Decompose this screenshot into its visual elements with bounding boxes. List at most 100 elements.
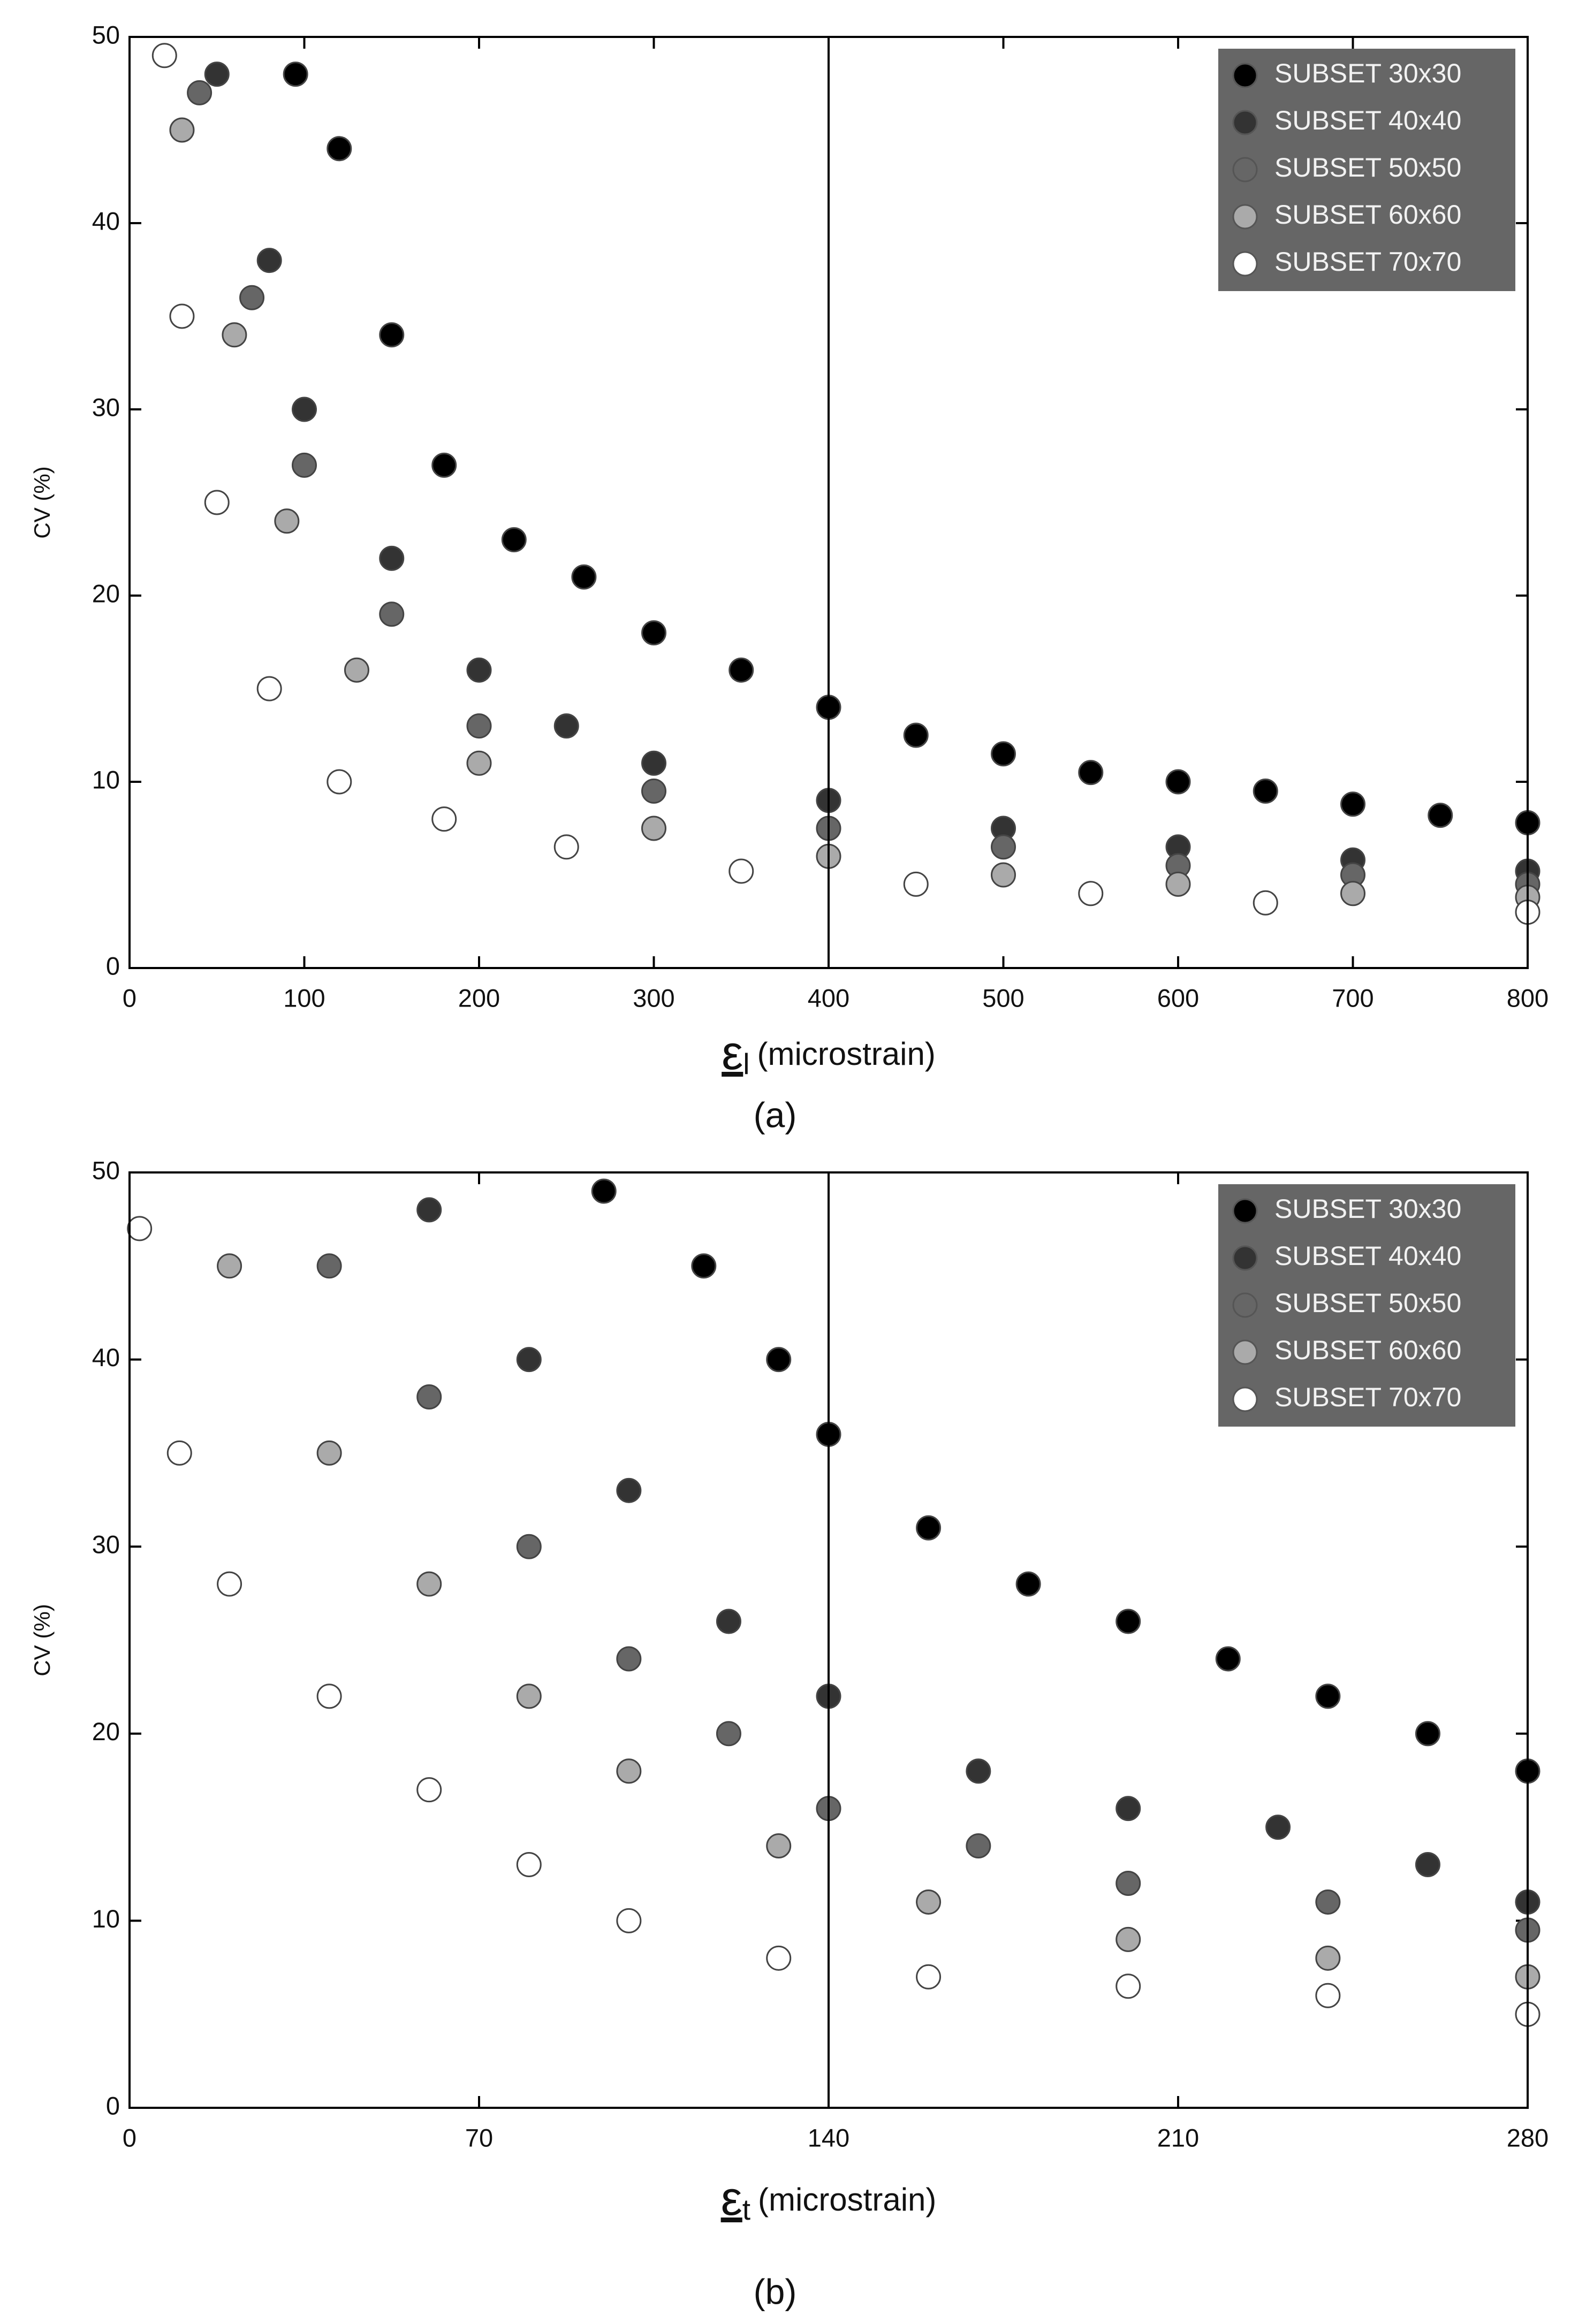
legend: SUBSET 30x30 SUBSET 40x40 SUBSET 50x50 SUBS…	[1218, 1184, 1515, 1427]
point	[1215, 1646, 1241, 1672]
point	[729, 657, 754, 683]
point	[379, 322, 405, 348]
y-tick-label: 30	[92, 1530, 120, 1559]
point	[416, 1777, 442, 1803]
point	[616, 1758, 642, 1784]
point	[1428, 803, 1453, 828]
x-axis-label: εl (microstrain)	[722, 1026, 936, 1080]
point	[516, 1683, 542, 1709]
point	[903, 722, 929, 748]
point	[716, 1609, 741, 1634]
point	[516, 1347, 542, 1373]
legend-label: SUBSET 60x60	[1274, 1335, 1461, 1365]
point	[571, 564, 597, 590]
legend-label: SUBSET 50x50	[1274, 1288, 1461, 1318]
point	[292, 452, 317, 478]
legend-marker	[1232, 1198, 1258, 1224]
legend-label: SUBSET 40x40	[1274, 1241, 1461, 1271]
point	[1315, 1683, 1341, 1709]
x-tick-label: 500	[982, 984, 1024, 1012]
point	[379, 601, 405, 627]
point	[641, 750, 666, 776]
legend-marker	[1232, 110, 1258, 135]
point	[327, 769, 352, 795]
x-axis-label: εt (microstrain)	[721, 2172, 937, 2226]
x-axis-symbol: ε	[721, 2172, 742, 2226]
point	[553, 834, 579, 860]
legend-label: SUBSET 30x30	[1274, 58, 1461, 88]
point	[766, 1833, 792, 1859]
point	[916, 1964, 942, 1990]
point	[616, 1646, 642, 1672]
x-axis-subscript: l	[743, 1047, 749, 1080]
legend-label: SUBSET 50x50	[1274, 153, 1461, 182]
point	[431, 452, 457, 478]
x-tick-label: 210	[1157, 2123, 1199, 2152]
point	[1015, 1571, 1041, 1597]
point	[766, 1347, 792, 1373]
plot-frame	[128, 36, 1529, 969]
point	[416, 1384, 442, 1410]
y-tick-label: 20	[92, 579, 120, 607]
legend: SUBSET 30x30 SUBSET 40x40 SUBSET 50x50 SUBS…	[1218, 49, 1515, 291]
x-tick-label: 800	[1507, 984, 1549, 1012]
legend-marker	[1232, 63, 1258, 88]
caption: (a)	[754, 1095, 797, 1134]
x-tick-label: 0	[123, 984, 136, 1012]
legend-marker	[1232, 204, 1258, 230]
point	[416, 1197, 442, 1223]
point	[516, 1852, 542, 1878]
point	[316, 1440, 342, 1466]
legend-marker	[1232, 1292, 1258, 1318]
y-tick-label: 0	[106, 951, 120, 980]
point	[316, 1683, 342, 1709]
point	[916, 1515, 942, 1541]
y-tick-label: 50	[92, 1156, 120, 1184]
point	[616, 1477, 642, 1503]
x-tick-label: 600	[1157, 984, 1199, 1012]
point	[169, 303, 195, 329]
legend-marker	[1232, 1339, 1258, 1365]
legend-label: SUBSET 40x40	[1274, 105, 1461, 135]
point	[1115, 1926, 1141, 1952]
y-tick-label: 0	[106, 2091, 120, 2120]
legend-marker	[1232, 1245, 1258, 1271]
point	[641, 816, 666, 841]
point	[966, 1833, 991, 1859]
point	[903, 871, 929, 897]
point	[466, 713, 492, 739]
point	[274, 508, 300, 534]
x-axis-unit: (microstrain)	[758, 2182, 936, 2218]
x-axis-subscript: t	[742, 2193, 750, 2226]
point	[344, 657, 369, 683]
point	[222, 322, 247, 348]
point	[729, 858, 754, 884]
point	[187, 80, 213, 105]
x-tick-label: 100	[283, 984, 325, 1012]
point	[516, 1534, 542, 1559]
y-tick-label: 10	[92, 765, 120, 794]
point	[292, 397, 317, 422]
point	[204, 62, 230, 87]
point	[991, 862, 1016, 888]
y-tick-label: 20	[92, 1717, 120, 1746]
y-axis-label: CV (%)	[29, 466, 55, 538]
y-tick-label: 40	[92, 1343, 120, 1371]
point	[217, 1253, 242, 1279]
point	[166, 1440, 192, 1466]
point	[1165, 871, 1191, 897]
point	[916, 1889, 942, 1915]
point	[1165, 769, 1191, 795]
point	[466, 750, 492, 776]
x-tick-label: 280	[1507, 2123, 1549, 2152]
point	[1115, 1609, 1141, 1634]
point	[966, 1758, 991, 1784]
point	[416, 1571, 442, 1597]
point	[766, 1945, 792, 1971]
point	[1253, 778, 1278, 804]
caption: (b)	[754, 2272, 797, 2311]
x-axis-symbol: ε	[722, 1026, 743, 1080]
x-tick-label: 300	[633, 984, 674, 1012]
x-tick-label: 70	[465, 2123, 493, 2152]
